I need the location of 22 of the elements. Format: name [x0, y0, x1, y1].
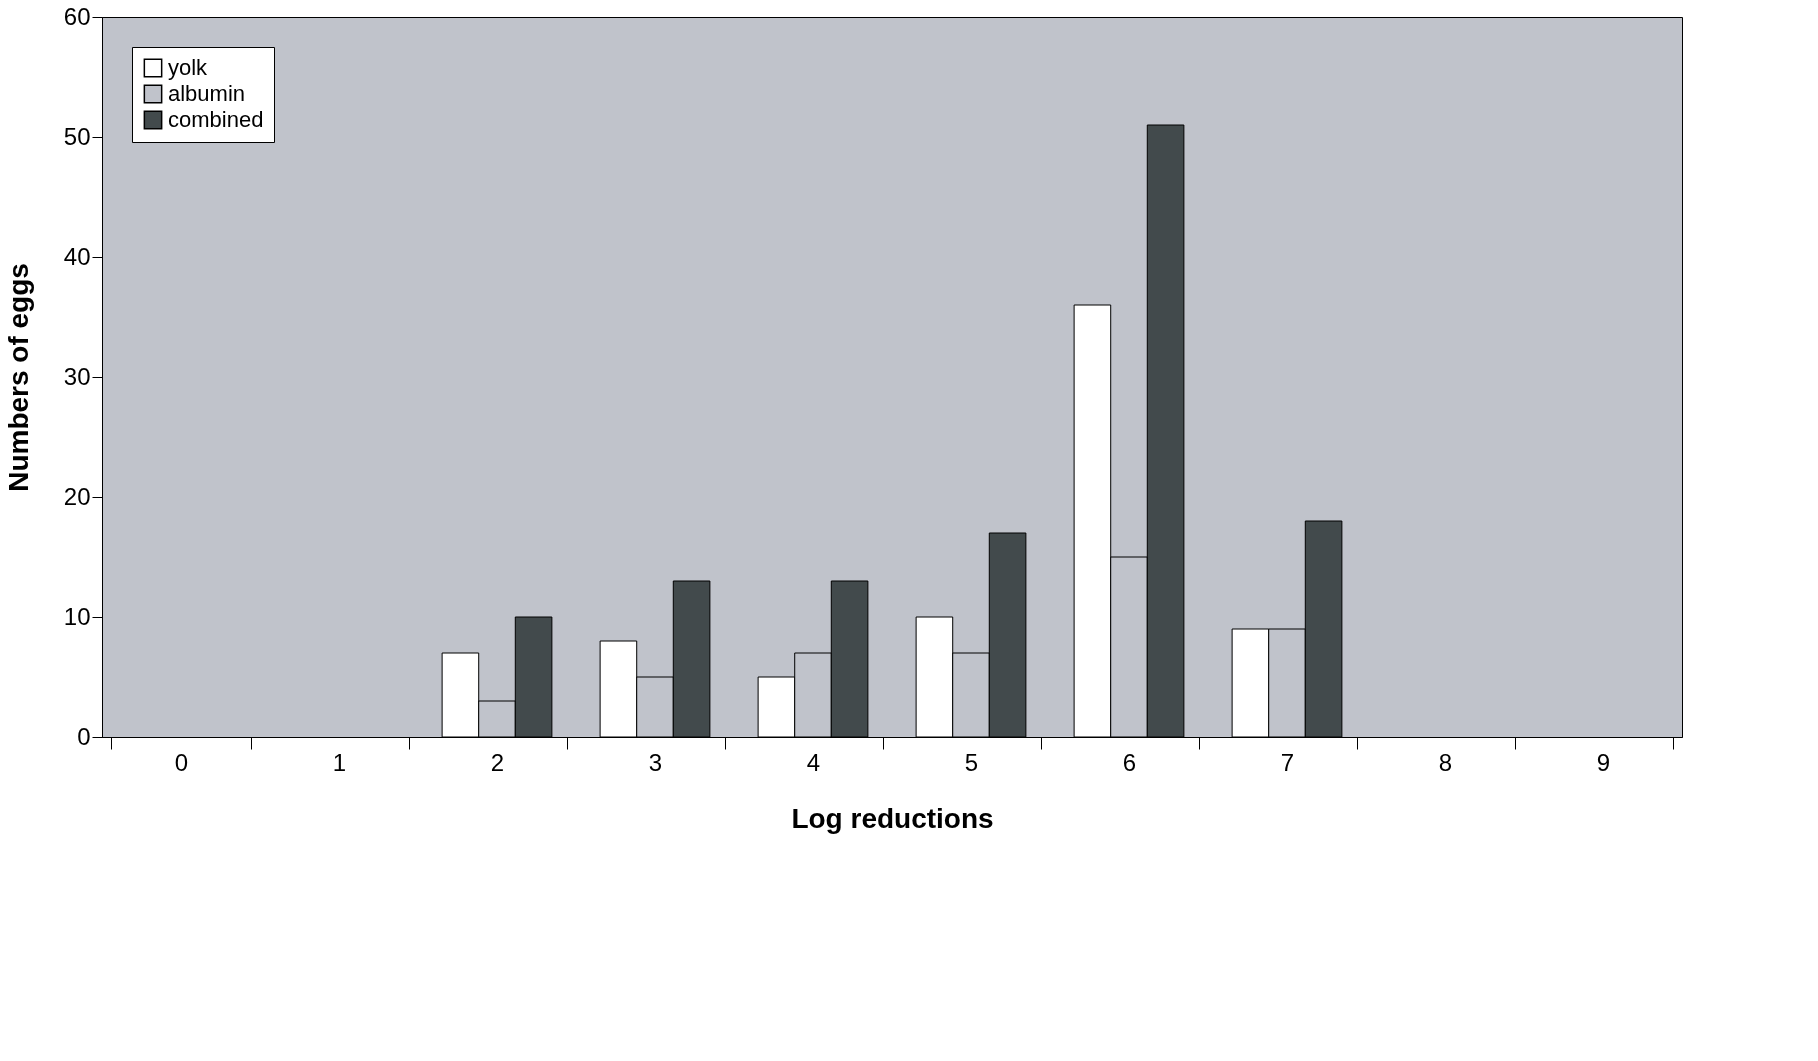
y-tick-label: 10 — [63, 602, 91, 630]
x-axis-title: Log reductions — [791, 802, 994, 834]
x-tick-label: 4 — [806, 748, 821, 776]
legend-label: combined — [168, 107, 264, 132]
y-tick-label: 50 — [63, 122, 91, 150]
x-tick-label: 3 — [648, 748, 663, 776]
y-axis-title: Numbers of eggs — [2, 263, 34, 492]
x-tick-label: 5 — [964, 748, 979, 776]
y-tick-label: 60 — [63, 2, 91, 30]
x-tick-label: 2 — [490, 748, 505, 776]
y-tick-label: 20 — [63, 482, 91, 510]
y-tick-label: 30 — [63, 362, 91, 390]
x-tick-label: 6 — [1122, 748, 1137, 776]
y-tick-label: 40 — [63, 242, 91, 270]
legend-label: albumin — [168, 81, 246, 106]
y-tick-label: 0 — [77, 722, 91, 750]
x-tick-label: 9 — [1596, 748, 1611, 776]
legend-label: yolk — [168, 55, 209, 80]
x-tick-label: 8 — [1438, 748, 1453, 776]
x-tick-label: 7 — [1280, 748, 1295, 776]
x-tick-label: 1 — [332, 748, 347, 776]
x-tick-label: 0 — [174, 748, 189, 776]
